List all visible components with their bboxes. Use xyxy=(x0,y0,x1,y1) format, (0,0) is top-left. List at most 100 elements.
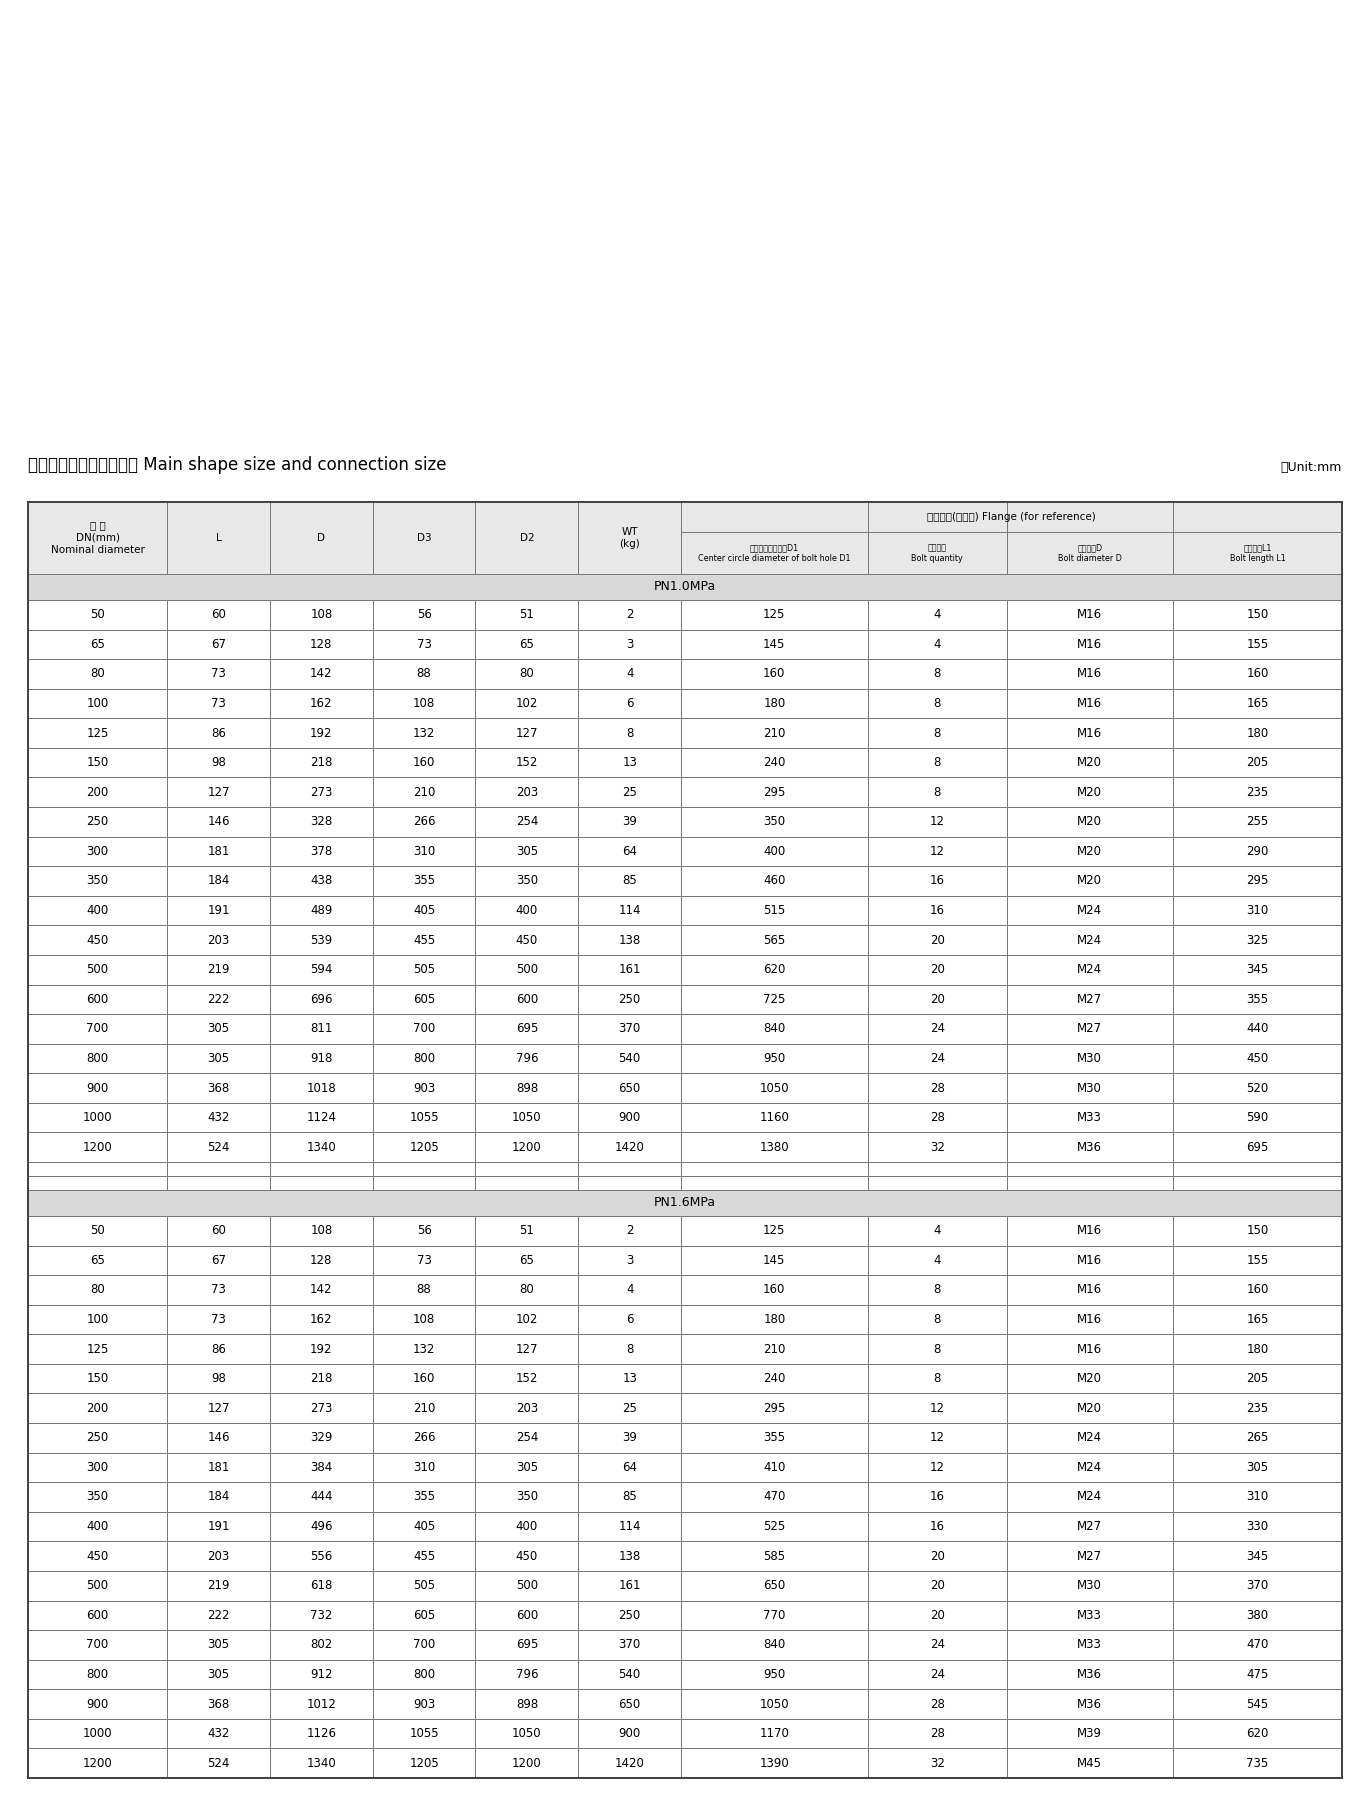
Text: 840: 840 xyxy=(763,1023,785,1036)
Bar xyxy=(681,1275,867,1305)
Bar xyxy=(578,629,681,660)
Bar xyxy=(578,807,681,836)
Bar xyxy=(167,1631,270,1660)
Bar xyxy=(681,777,867,807)
Bar xyxy=(867,748,1007,777)
Bar xyxy=(167,629,270,660)
Bar xyxy=(270,1133,373,1162)
Text: 1420: 1420 xyxy=(615,1757,645,1769)
Text: 150: 150 xyxy=(1247,1224,1269,1237)
Bar xyxy=(1007,1215,1173,1246)
Bar xyxy=(681,629,867,660)
Text: 400: 400 xyxy=(763,845,785,858)
Bar xyxy=(27,689,167,719)
Text: 475: 475 xyxy=(1247,1669,1269,1681)
Bar xyxy=(1007,1719,1173,1748)
Text: PN1.0MPa: PN1.0MPa xyxy=(653,581,717,593)
Bar xyxy=(578,1541,681,1571)
Bar xyxy=(270,1073,373,1102)
Text: 公 通
DN(mm)
Nominal diameter: 公 通 DN(mm) Nominal diameter xyxy=(51,521,144,556)
Text: M27: M27 xyxy=(1077,1550,1103,1562)
Text: 700: 700 xyxy=(412,1638,436,1651)
Text: 800: 800 xyxy=(412,1052,436,1064)
Bar xyxy=(681,1631,867,1660)
Bar xyxy=(867,1690,1007,1719)
Bar xyxy=(867,1014,1007,1043)
Text: 8: 8 xyxy=(933,757,941,770)
Text: 700: 700 xyxy=(86,1023,108,1036)
Bar xyxy=(475,719,578,748)
Text: 32: 32 xyxy=(930,1140,945,1154)
Bar xyxy=(27,1215,167,1246)
Bar xyxy=(27,1133,167,1162)
Text: 25: 25 xyxy=(622,1402,637,1415)
Bar xyxy=(1173,1334,1343,1365)
Bar xyxy=(681,1246,867,1275)
Text: 505: 505 xyxy=(412,1579,436,1593)
Text: 13: 13 xyxy=(622,1372,637,1384)
Text: 470: 470 xyxy=(1247,1638,1269,1651)
Bar xyxy=(270,1043,373,1073)
Bar xyxy=(167,748,270,777)
Bar xyxy=(373,1215,475,1246)
Text: M20: M20 xyxy=(1077,845,1103,858)
Text: M27: M27 xyxy=(1077,1519,1103,1534)
Bar xyxy=(681,502,867,574)
Bar xyxy=(270,895,373,926)
Text: 900: 900 xyxy=(86,1082,108,1095)
Text: 98: 98 xyxy=(211,757,226,770)
Bar xyxy=(475,1422,578,1453)
Bar xyxy=(1173,1631,1343,1660)
Text: 25: 25 xyxy=(622,786,637,798)
Bar xyxy=(475,1043,578,1073)
Text: 500: 500 xyxy=(86,964,108,976)
Text: 贺栓直径D
Bolt diameter D: 贺栓直径D Bolt diameter D xyxy=(1058,543,1122,563)
Bar xyxy=(1173,926,1343,955)
Text: 142: 142 xyxy=(310,1284,333,1296)
Bar xyxy=(373,748,475,777)
Bar xyxy=(578,926,681,955)
Bar xyxy=(373,1512,475,1541)
Text: 56: 56 xyxy=(416,608,432,622)
Bar xyxy=(27,836,167,867)
Bar xyxy=(475,1453,578,1482)
Bar xyxy=(1007,1393,1173,1422)
Text: 主要外形尺寸及连接尺寸 Main shape size and connection size: 主要外形尺寸及连接尺寸 Main shape size and connecti… xyxy=(27,457,447,475)
Text: 203: 203 xyxy=(207,933,230,948)
Bar xyxy=(1007,1334,1173,1365)
Bar xyxy=(270,1365,373,1393)
Bar xyxy=(373,777,475,807)
Bar xyxy=(681,1453,867,1482)
Text: 802: 802 xyxy=(310,1638,333,1651)
Bar xyxy=(867,660,1007,689)
Text: 28: 28 xyxy=(930,1111,945,1124)
Bar xyxy=(1173,660,1343,689)
Text: 400: 400 xyxy=(86,904,108,917)
Text: M20: M20 xyxy=(1077,874,1103,888)
Bar xyxy=(578,1748,681,1778)
Text: 295: 295 xyxy=(1247,874,1269,888)
Bar xyxy=(578,985,681,1014)
Text: 50: 50 xyxy=(90,608,105,622)
Bar xyxy=(475,1275,578,1305)
Bar xyxy=(167,1365,270,1393)
Bar xyxy=(270,629,373,660)
Text: 265: 265 xyxy=(1247,1431,1269,1444)
Bar xyxy=(681,1102,867,1133)
Bar xyxy=(27,1073,167,1102)
Bar xyxy=(1173,1660,1343,1690)
Bar xyxy=(167,1690,270,1719)
Text: 125: 125 xyxy=(86,1343,108,1356)
Text: 254: 254 xyxy=(515,814,538,829)
Text: 160: 160 xyxy=(412,1372,436,1384)
Bar xyxy=(475,1482,578,1512)
Text: 725: 725 xyxy=(763,992,785,1005)
Text: 160: 160 xyxy=(1247,667,1269,680)
Text: 108: 108 xyxy=(412,1313,436,1327)
Bar xyxy=(681,1393,867,1422)
Text: 460: 460 xyxy=(763,874,785,888)
Bar xyxy=(475,1541,578,1571)
Text: 8: 8 xyxy=(626,1343,633,1356)
Bar xyxy=(167,836,270,867)
Bar xyxy=(681,1334,867,1365)
